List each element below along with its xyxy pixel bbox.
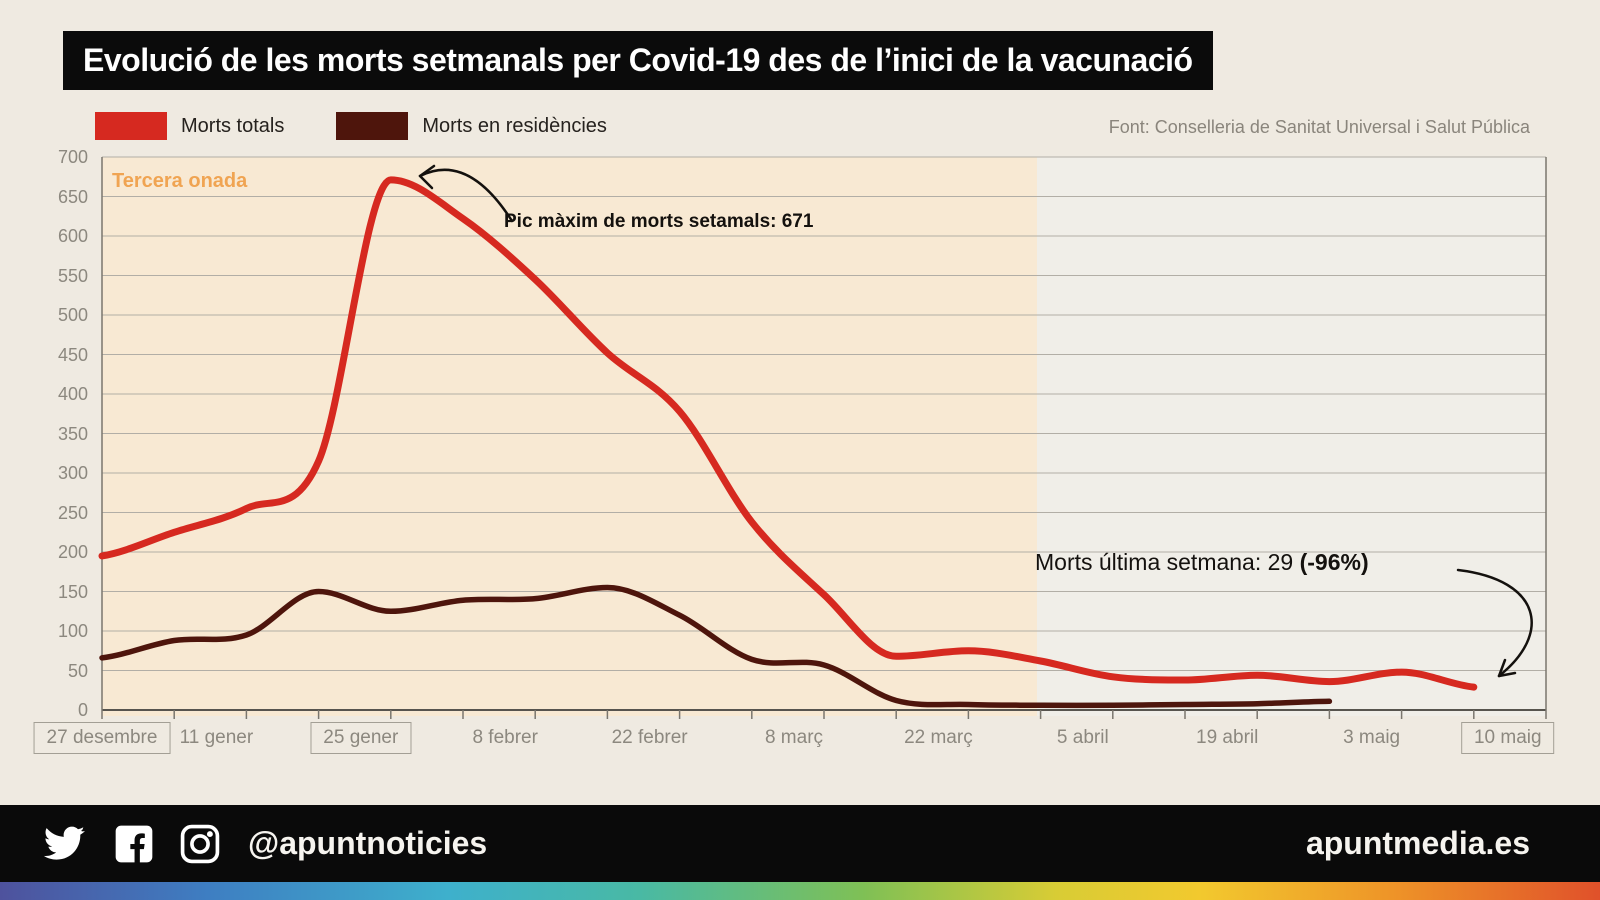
footer-bar: @apuntnoticies apuntmedia.es xyxy=(0,805,1600,882)
y-axis-label: 500 xyxy=(57,305,88,325)
x-axis-label: 3 maig xyxy=(1343,727,1401,748)
chart-legend: Morts totals Morts en residències xyxy=(95,112,659,140)
peak-arrowhead xyxy=(418,164,436,190)
legend-label-morts-totals: Morts totals xyxy=(181,114,285,137)
y-axis-label: 550 xyxy=(57,265,88,286)
last-week-annotation: Morts última setmana: 29 (-96%) xyxy=(1035,549,1369,576)
third-wave-label: Tercera onada xyxy=(112,170,248,192)
last-week-text: Morts última setmana: 29 xyxy=(1035,549,1300,575)
y-axis-label: 150 xyxy=(57,581,88,602)
social-handle: @apuntnoticies xyxy=(248,825,488,861)
y-axis-label: 50 xyxy=(67,660,88,681)
rainbow-stripe xyxy=(0,882,1600,900)
peak-annotation: Pic màxim de morts setamals: 671 xyxy=(504,211,814,232)
x-axis-label: 11 gener xyxy=(179,727,254,748)
last-week-arrowhead xyxy=(1497,658,1517,678)
x-axis-label: 19 abril xyxy=(1196,727,1259,748)
x-axis-label: 22 febrer xyxy=(611,727,688,748)
y-axis-label: 700 xyxy=(57,147,88,167)
annotation-arrows xyxy=(418,164,1533,678)
website-url: apuntmedia.es xyxy=(1305,825,1530,861)
y-axis-label: 200 xyxy=(57,542,88,562)
x-axis-label: 8 març xyxy=(764,727,824,748)
peak-arrow xyxy=(418,168,514,223)
last-week-percent: (-96%) xyxy=(1299,549,1369,575)
source-note: Font: Conselleria de Sanitat Universal i… xyxy=(1108,117,1530,137)
legend-swatch-morts-residencies xyxy=(336,112,409,140)
y-axis-label: 600 xyxy=(57,226,88,246)
third-wave-shade xyxy=(102,157,1037,716)
facebook-icon xyxy=(115,825,153,862)
last-week-arrow xyxy=(1456,568,1533,678)
x-axis-label: 5 abril xyxy=(1056,727,1109,748)
y-axis-label: 100 xyxy=(57,621,88,641)
legend-label-morts-residencies: Morts en residències xyxy=(422,114,607,137)
y-axis-label: 450 xyxy=(57,344,88,365)
x-axis-label: 10 maig xyxy=(1460,722,1555,754)
legend-swatch-morts-totals xyxy=(95,112,167,140)
social-icons xyxy=(38,822,244,866)
y-axis-label: 0 xyxy=(77,700,88,720)
twitter-icon xyxy=(43,826,85,860)
series-line-morts-totals xyxy=(98,176,1478,691)
y-axis-label: 300 xyxy=(57,463,88,483)
y-axis-label: 650 xyxy=(57,186,88,207)
y-axis-label: 400 xyxy=(57,384,88,404)
plot-background xyxy=(102,157,1546,716)
y-axis-label: 250 xyxy=(57,502,88,523)
x-axis-label: 25 gener xyxy=(310,722,412,754)
series-line-morts-en-residències xyxy=(99,584,1333,709)
instagram-icon xyxy=(180,824,220,863)
x-axis-label: 8 febrer xyxy=(472,727,538,748)
page-title: Evolució de les morts setmanals per Covi… xyxy=(63,31,1213,90)
y-axis-label: 350 xyxy=(57,423,88,444)
x-axis-label: 27 desembre xyxy=(33,722,171,754)
x-axis-label: 22 març xyxy=(904,727,973,748)
